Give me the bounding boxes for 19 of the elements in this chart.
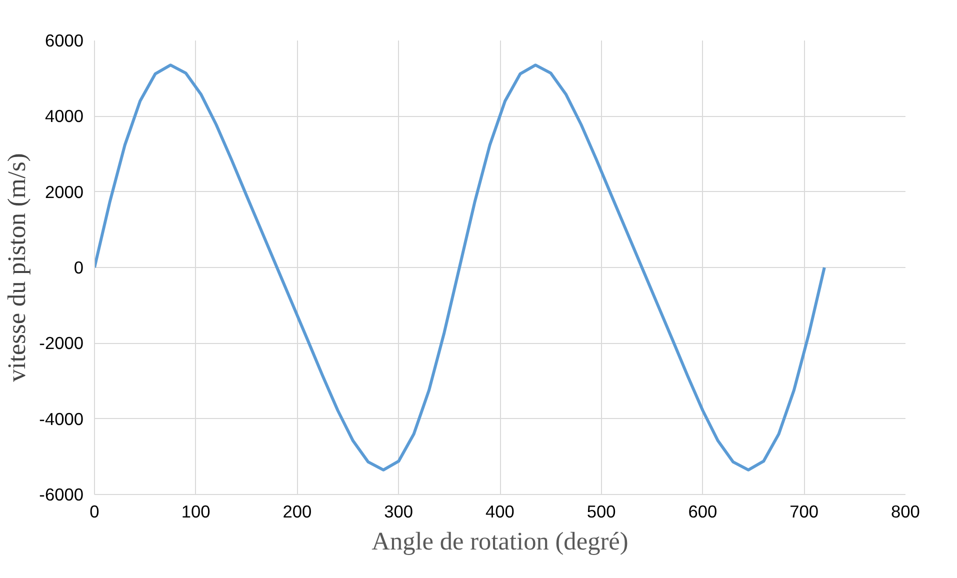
y-tick-label: -2000 bbox=[39, 333, 84, 354]
x-tick-label: 500 bbox=[586, 502, 616, 522]
x-axis-title: Angle de rotation (degré) bbox=[372, 528, 628, 556]
x-tick-label: 100 bbox=[181, 502, 210, 522]
line-series bbox=[94, 64, 826, 472]
y-tick-label: 6000 bbox=[44, 30, 84, 50]
x-tick-label: 200 bbox=[282, 502, 312, 522]
x-tick-label: 800 bbox=[891, 502, 920, 522]
y-tick-label: 0 bbox=[74, 258, 84, 278]
x-tick-label: 0 bbox=[90, 502, 100, 522]
x-tick-label: 700 bbox=[790, 502, 819, 522]
y-tick-label: -6000 bbox=[39, 484, 84, 504]
y-tick-label: 2000 bbox=[44, 182, 84, 202]
y-tick-label: -4000 bbox=[39, 408, 84, 429]
y-axis-title: vitesse du piston (m/s) bbox=[3, 153, 32, 382]
x-tick-label: 300 bbox=[384, 502, 414, 522]
x-tick-label: 400 bbox=[486, 502, 514, 522]
x-tick-label: 600 bbox=[688, 502, 718, 522]
y-tick-label: 4000 bbox=[44, 106, 84, 126]
